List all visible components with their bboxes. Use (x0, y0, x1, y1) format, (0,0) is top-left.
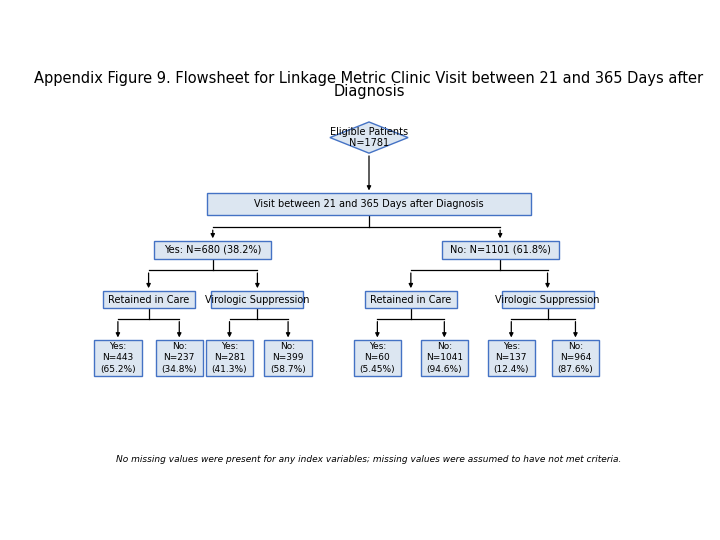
Text: Yes:
N=443
(65.2%): Yes: N=443 (65.2%) (100, 342, 135, 374)
Text: Yes: N=680 (38.2%): Yes: N=680 (38.2%) (164, 245, 261, 255)
Text: Visit between 21 and 365 Days after Diagnosis: Visit between 21 and 365 Days after Diag… (254, 199, 484, 209)
Text: Diagnosis: Diagnosis (333, 84, 405, 98)
Text: Yes:
N=60
(5.45%): Yes: N=60 (5.45%) (359, 342, 395, 374)
Text: No:
N=237
(34.8%): No: N=237 (34.8%) (161, 342, 197, 374)
FancyBboxPatch shape (365, 291, 457, 308)
Text: No missing values were present for any index variables; missing values were assu: No missing values were present for any i… (117, 455, 621, 464)
Text: Virologic Suppression: Virologic Suppression (205, 295, 310, 305)
FancyBboxPatch shape (156, 340, 203, 376)
Text: Yes:
N=137
(12.4%): Yes: N=137 (12.4%) (493, 342, 529, 374)
Text: Eligible Patients
N=1781: Eligible Patients N=1781 (330, 127, 408, 148)
Text: No: N=1101 (61.8%): No: N=1101 (61.8%) (450, 245, 551, 255)
FancyBboxPatch shape (420, 340, 468, 376)
FancyBboxPatch shape (212, 291, 303, 308)
FancyBboxPatch shape (102, 291, 194, 308)
Text: No:
N=399
(58.7%): No: N=399 (58.7%) (270, 342, 306, 374)
Text: Yes:
N=281
(41.3%): Yes: N=281 (41.3%) (212, 342, 247, 374)
FancyBboxPatch shape (154, 241, 271, 259)
Text: Virologic Suppression: Virologic Suppression (495, 295, 600, 305)
FancyBboxPatch shape (264, 340, 312, 376)
FancyBboxPatch shape (206, 340, 253, 376)
Polygon shape (330, 122, 408, 153)
Text: Retained in Care: Retained in Care (108, 295, 189, 305)
FancyBboxPatch shape (552, 340, 599, 376)
Text: No:
N=1041
(94.6%): No: N=1041 (94.6%) (426, 342, 463, 374)
FancyBboxPatch shape (502, 291, 593, 308)
FancyBboxPatch shape (487, 340, 535, 376)
FancyBboxPatch shape (354, 340, 401, 376)
Text: No:
N=964
(87.6%): No: N=964 (87.6%) (557, 342, 593, 374)
FancyBboxPatch shape (207, 193, 531, 215)
Text: Retained in Care: Retained in Care (370, 295, 451, 305)
FancyBboxPatch shape (94, 340, 142, 376)
FancyBboxPatch shape (441, 241, 559, 259)
Text: Appendix Figure 9. Flowsheet for Linkage Metric Clinic Visit between 21 and 365 : Appendix Figure 9. Flowsheet for Linkage… (35, 71, 703, 86)
